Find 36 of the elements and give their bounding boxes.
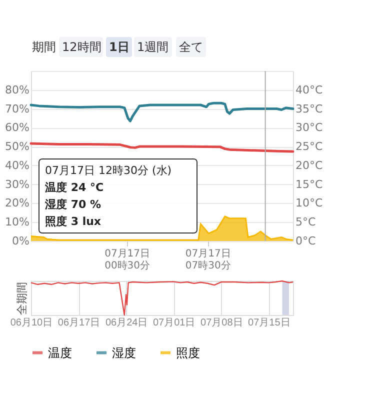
- text: 1日: [109, 40, 130, 54]
- legend-label: 湿度: [112, 346, 136, 360]
- text: 期間: [32, 40, 56, 54]
- y2-tick-label: 5°C: [296, 216, 316, 229]
- y2-tick-label: 30°C: [296, 121, 323, 134]
- y2-tick-label: 25°C: [296, 140, 323, 154]
- x-tick-label: 06月10日: [10, 318, 53, 328]
- x-tick-label: 07月17日 07時30分: [185, 248, 231, 272]
- y-tick-label: 30%: [5, 178, 30, 191]
- y-tick-label: 40%: [5, 158, 30, 172]
- legend-label: 温度: [48, 346, 72, 360]
- y-tick-label: 10%: [5, 216, 30, 229]
- x-tick-label: 07月17日 00時30分: [104, 248, 150, 272]
- y2-tick-label: 20°C: [296, 158, 323, 172]
- legend-label: 照度: [176, 346, 200, 360]
- x-tick-label: 06月17日: [58, 318, 100, 328]
- y-tick-label: 70%: [5, 102, 30, 116]
- x-tick-label: 07月15日: [248, 318, 290, 328]
- text: 12時間: [62, 40, 102, 54]
- y-tick-label: 80%: [5, 83, 30, 96]
- y-tick-label: 60%: [5, 121, 30, 134]
- x-tick-label: 06月24日: [105, 318, 148, 328]
- y2-tick-label: 0°C: [296, 234, 316, 248]
- y-tick-label: 20%: [5, 196, 30, 210]
- text: 全て: [179, 40, 203, 54]
- y-tick-label: 0%: [12, 234, 30, 248]
- y-tick-label: 50%: [5, 140, 30, 154]
- y2-tick-label: 35°C: [296, 102, 323, 116]
- y-axis-title: 全期間: [16, 282, 28, 315]
- text: 1週間: [137, 40, 169, 54]
- y2-tick-label: 40°C: [296, 83, 323, 96]
- annotation: 07月17日 12時30分 (水) 温度 24 °C 湿度 70 % 照度 3 lux: [44, 164, 172, 228]
- y2-tick-label: 15°C: [296, 178, 323, 191]
- x-tick-label: 07月08日: [200, 318, 243, 328]
- x-tick-label: 07月01日: [152, 318, 196, 328]
- y2-tick-label: 10°C: [296, 196, 323, 210]
